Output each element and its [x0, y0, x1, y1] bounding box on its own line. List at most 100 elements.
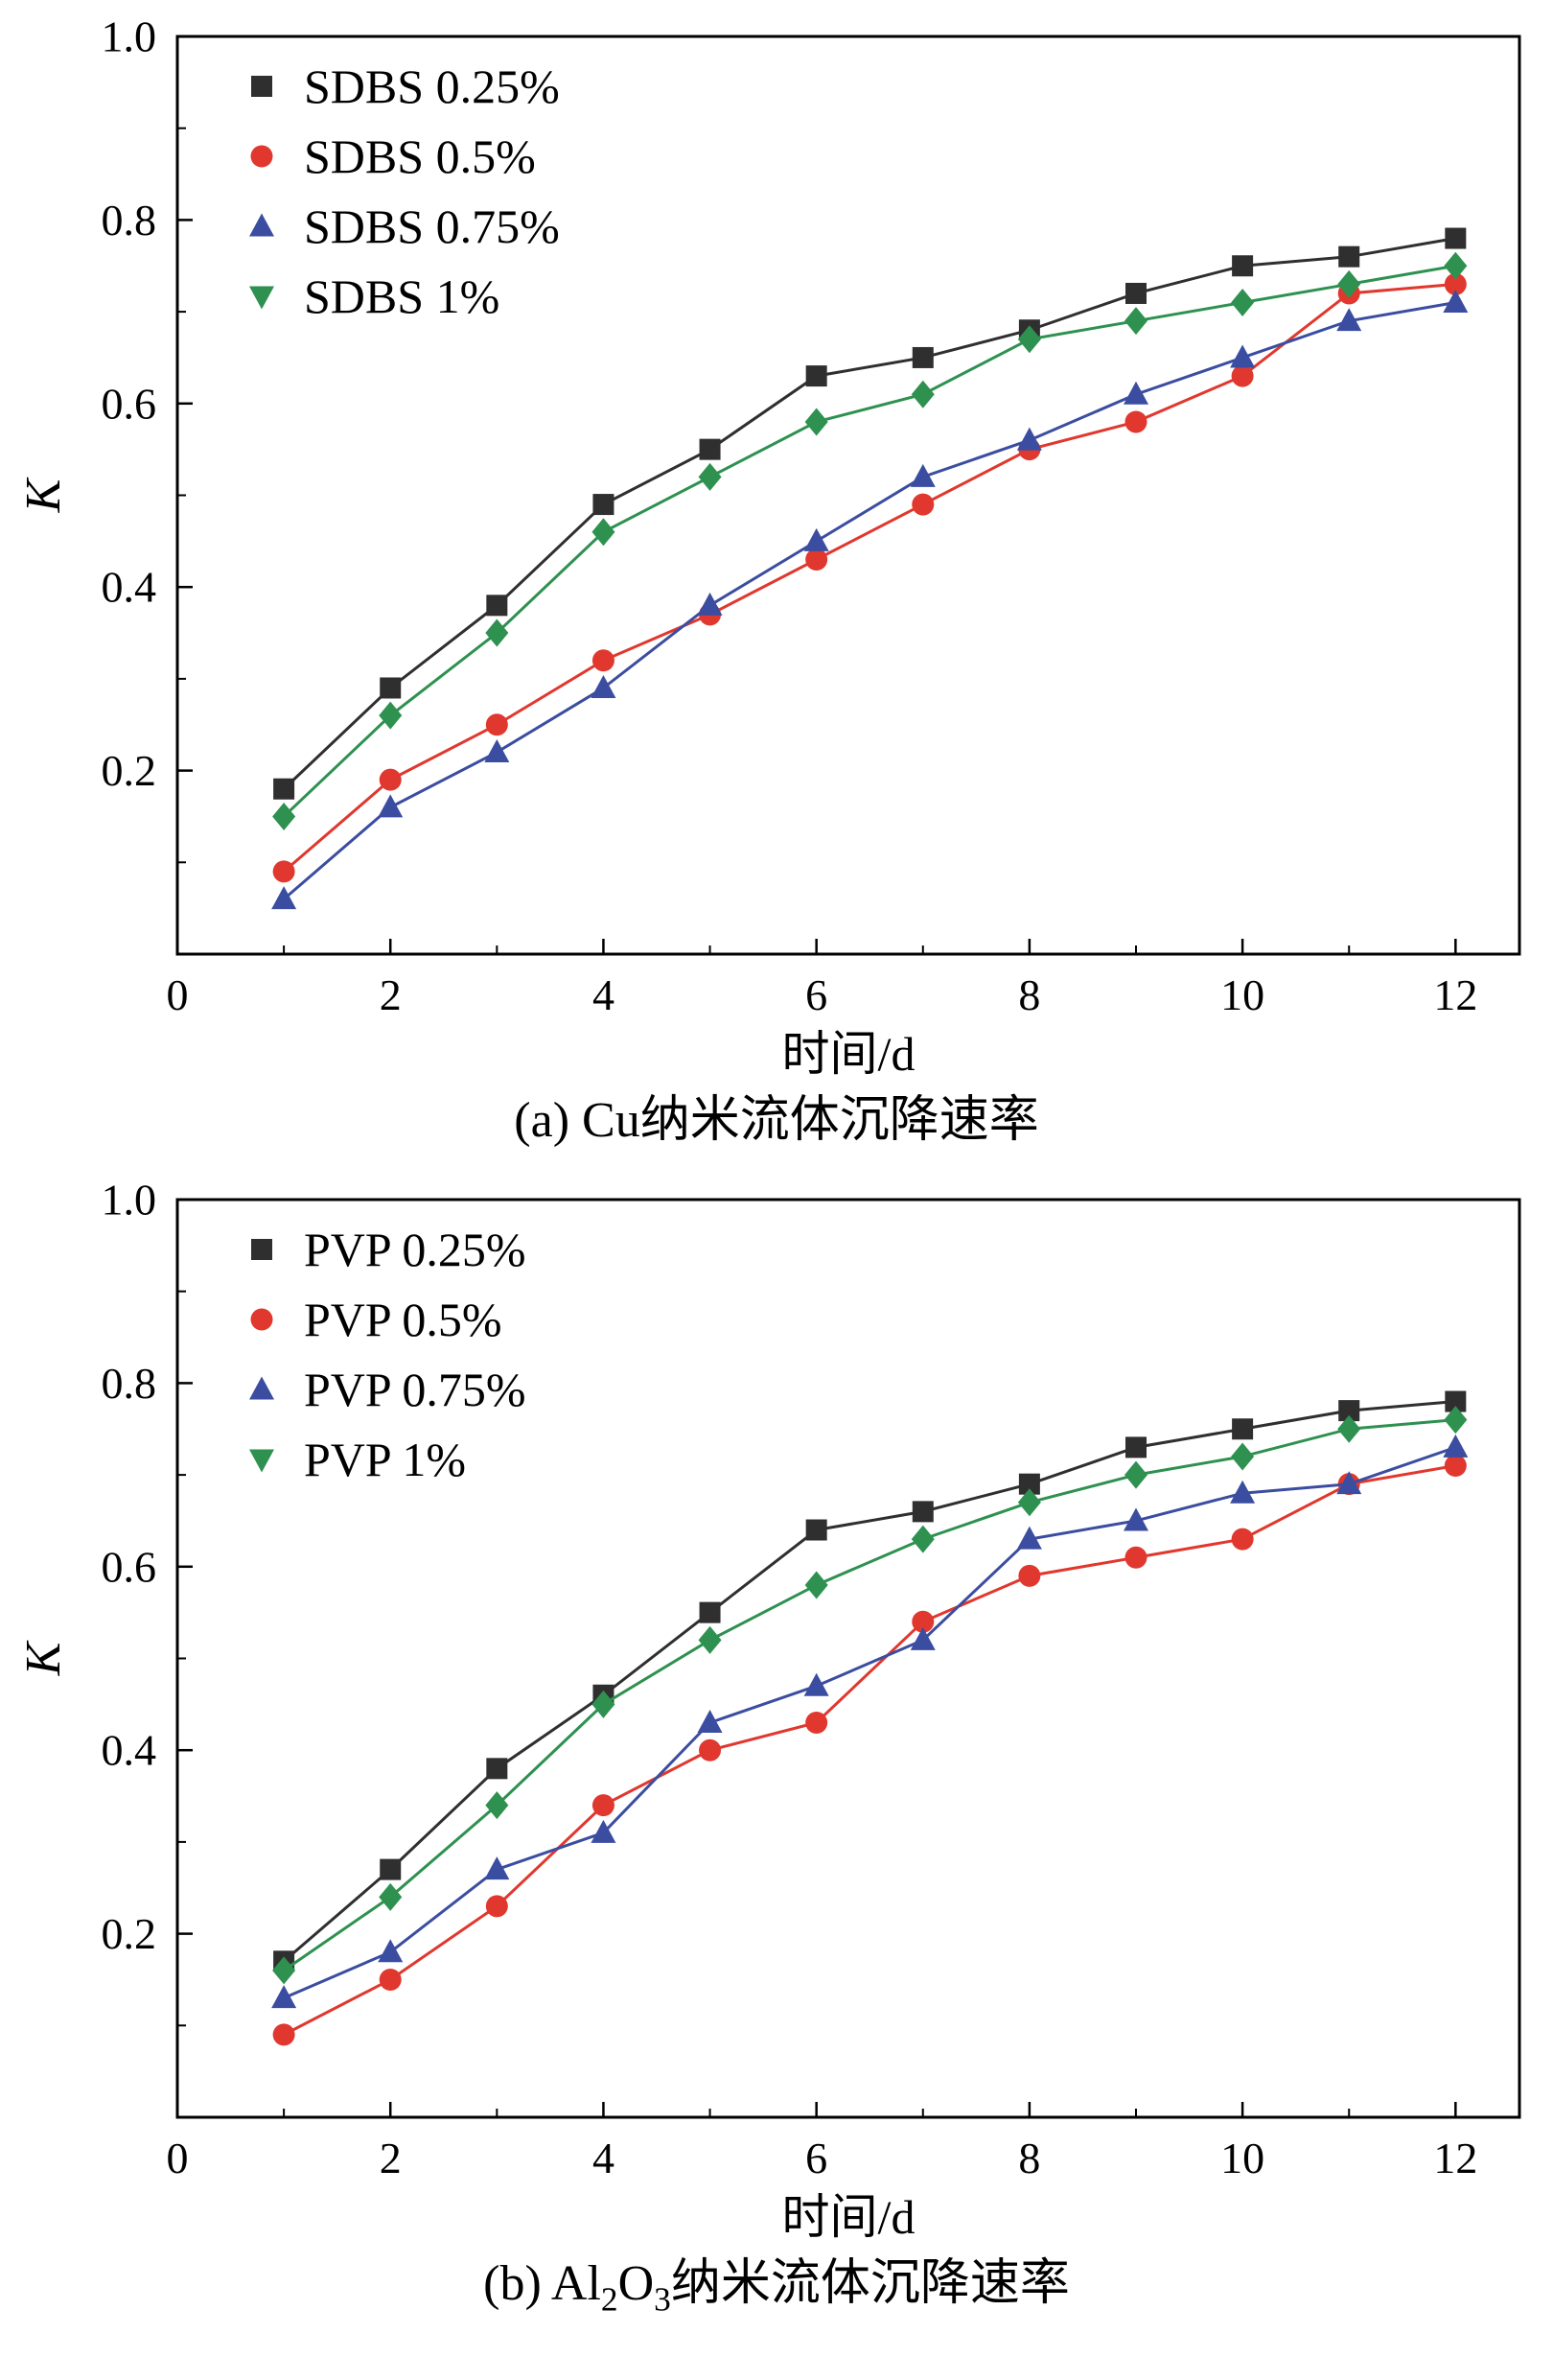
data-point-marker	[697, 1710, 723, 1734]
y-tick-label: 0.6	[102, 1542, 157, 1591]
series-sdbs-0-25-	[273, 227, 1467, 800]
series-line	[283, 282, 1456, 874]
y-tick-label: 0.8	[102, 1359, 157, 1408]
data-point-marker	[273, 778, 295, 800]
data-point-marker	[697, 592, 723, 616]
series-sdbs-0-75-	[271, 290, 1469, 910]
data-point-marker	[804, 1571, 828, 1599]
data-point-marker	[378, 1939, 404, 1963]
data-point-marker	[910, 1627, 936, 1651]
caption-text: (b) Al	[483, 2256, 601, 2312]
x-tick-label: 8	[1018, 970, 1040, 1019]
legend-item: PVP 1%	[249, 1433, 466, 1486]
data-point-marker	[910, 463, 936, 487]
data-point-marker	[380, 1858, 402, 1880]
data-point-marker	[591, 1794, 614, 1817]
data-point-marker	[271, 886, 297, 910]
data-point-marker	[698, 1626, 722, 1655]
y-tick-label: 0.2	[102, 1909, 157, 1958]
legend-label: SDBS 1%	[304, 269, 499, 323]
data-point-marker	[1124, 1460, 1147, 1489]
data-point-marker	[803, 527, 829, 551]
data-point-marker	[379, 701, 403, 730]
data-point-marker	[272, 1956, 296, 1985]
data-point-marker	[699, 1601, 721, 1623]
x-tick-label: 2	[380, 2134, 402, 2182]
data-point-marker	[1017, 1488, 1041, 1517]
data-point-marker	[591, 1820, 616, 1844]
figure-a: 0 2 4 6 8 10 12 0.2 0.4 0.6 0.8 1.0 SDBS 0.25% SDBS 0…	[0, 10, 1553, 1148]
x-tick-label: 12	[1433, 970, 1477, 1019]
data-point-marker	[805, 365, 827, 387]
series-line	[283, 1446, 1456, 2000]
data-point-marker	[1444, 251, 1468, 280]
data-point-marker	[272, 2023, 295, 2046]
caption-text: O	[617, 2256, 655, 2312]
data-point-marker	[1231, 1528, 1254, 1551]
data-point-marker	[1338, 1400, 1360, 1422]
data-point-marker	[1124, 410, 1147, 433]
legend-marker	[251, 76, 272, 97]
data-point-marker	[1232, 255, 1254, 277]
legend-label: PVP 0.25%	[304, 1223, 526, 1276]
legend-label: PVP 0.75%	[304, 1363, 526, 1416]
series-sdbs-1-	[272, 251, 1468, 830]
data-point-marker	[1336, 1471, 1362, 1495]
plot-area-a: 0 2 4 6 8 10 12 0.2 0.4 0.6 0.8 1.0 SDBS 0.25% SDBS 0…	[102, 12, 1521, 1019]
data-point-marker	[698, 462, 722, 491]
legend-label: SDBS 0.5%	[304, 129, 536, 183]
data-point-marker	[591, 674, 616, 698]
legend-label: PVP 0.5%	[304, 1293, 502, 1346]
data-point-marker	[1124, 1507, 1148, 1531]
data-point-marker	[1232, 1418, 1254, 1440]
y-tick-label: 1.0	[102, 12, 157, 61]
data-point-marker	[1337, 269, 1361, 298]
x-tick-label: 4	[592, 2134, 614, 2182]
series-pvp-0-75-	[271, 1435, 1469, 2009]
legend-label: SDBS 0.25%	[304, 59, 560, 113]
data-point-marker	[1125, 1436, 1147, 1458]
y-tick-label: 1.0	[102, 1176, 157, 1225]
data-point-marker	[484, 1856, 510, 1880]
data-point-marker	[804, 408, 828, 436]
data-point-marker	[486, 1758, 508, 1780]
data-point-marker	[911, 380, 935, 408]
data-point-marker	[272, 802, 296, 830]
data-point-marker	[1124, 381, 1148, 405]
data-point-marker	[805, 1712, 828, 1735]
data-point-marker	[271, 1985, 297, 2009]
data-point-marker	[912, 346, 934, 368]
legend-item: SDBS 1%	[249, 269, 499, 323]
data-point-marker	[485, 713, 508, 736]
series-pvp-0-5-	[272, 1455, 1467, 2046]
x-tick-label: 6	[805, 2134, 827, 2182]
x-axis-label-a: 时间/d	[782, 1027, 916, 1081]
x-tick-label: 10	[1220, 2134, 1264, 2182]
x-tick-label: 0	[167, 2134, 189, 2182]
plot-area-b: 0 2 4 6 8 10 12 0.2 0.4 0.6 0.8 1.0 PVP 0.25% PVP 0.5…	[102, 1176, 1521, 2182]
x-axis-label-b: 时间/d	[782, 2190, 916, 2244]
y-tick-label: 0.8	[102, 196, 157, 245]
data-point-marker	[378, 794, 404, 818]
data-point-marker	[591, 518, 615, 547]
series-line	[283, 264, 1456, 818]
data-point-marker	[591, 1691, 615, 1719]
x-tick-label: 0	[167, 970, 189, 1019]
legend-marker	[250, 1308, 273, 1331]
data-point-marker	[1444, 272, 1467, 295]
data-point-marker	[484, 738, 510, 762]
data-point-marker	[1337, 1414, 1361, 1443]
data-point-marker	[1338, 245, 1360, 268]
data-point-marker	[1018, 1473, 1040, 1495]
data-point-marker	[379, 1969, 402, 1992]
data-point-marker	[1336, 308, 1362, 332]
legend-marker	[249, 1449, 274, 1473]
x-tick-label: 2	[380, 970, 402, 1019]
data-point-marker	[1018, 1565, 1041, 1588]
data-point-marker	[1231, 289, 1255, 317]
caption-subscript: 3	[654, 2279, 671, 2319]
series-line	[283, 1418, 1456, 1972]
data-point-marker	[1445, 227, 1467, 249]
data-point-marker	[805, 1519, 827, 1541]
